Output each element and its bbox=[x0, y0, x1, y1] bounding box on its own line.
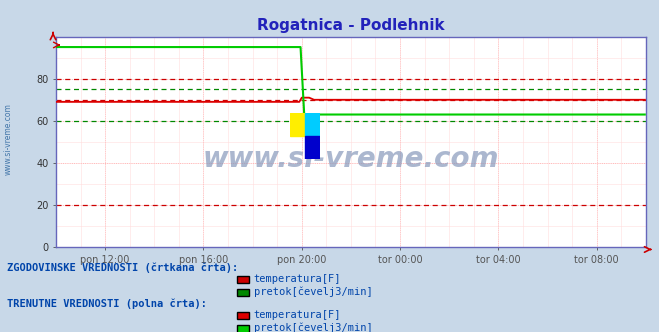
Title: Rogatnica - Podlehnik: Rogatnica - Podlehnik bbox=[257, 18, 445, 33]
Text: www.si-vreme.com: www.si-vreme.com bbox=[3, 104, 13, 175]
Bar bbox=[304, 136, 320, 159]
Text: temperatura[F]: temperatura[F] bbox=[254, 274, 341, 284]
Text: pretok[čevelj3/min]: pretok[čevelj3/min] bbox=[254, 323, 372, 332]
Text: temperatura[F]: temperatura[F] bbox=[254, 310, 341, 320]
Bar bbox=[304, 113, 320, 136]
Text: ZGODOVINSKE VREDNOSTI (črtkana črta):: ZGODOVINSKE VREDNOSTI (črtkana črta): bbox=[7, 262, 238, 273]
Bar bbox=[290, 113, 304, 136]
Text: www.si-vreme.com: www.si-vreme.com bbox=[203, 145, 499, 173]
Text: pretok[čevelj3/min]: pretok[čevelj3/min] bbox=[254, 286, 372, 297]
Text: TRENUTNE VREDNOSTI (polna črta):: TRENUTNE VREDNOSTI (polna črta): bbox=[7, 298, 206, 309]
